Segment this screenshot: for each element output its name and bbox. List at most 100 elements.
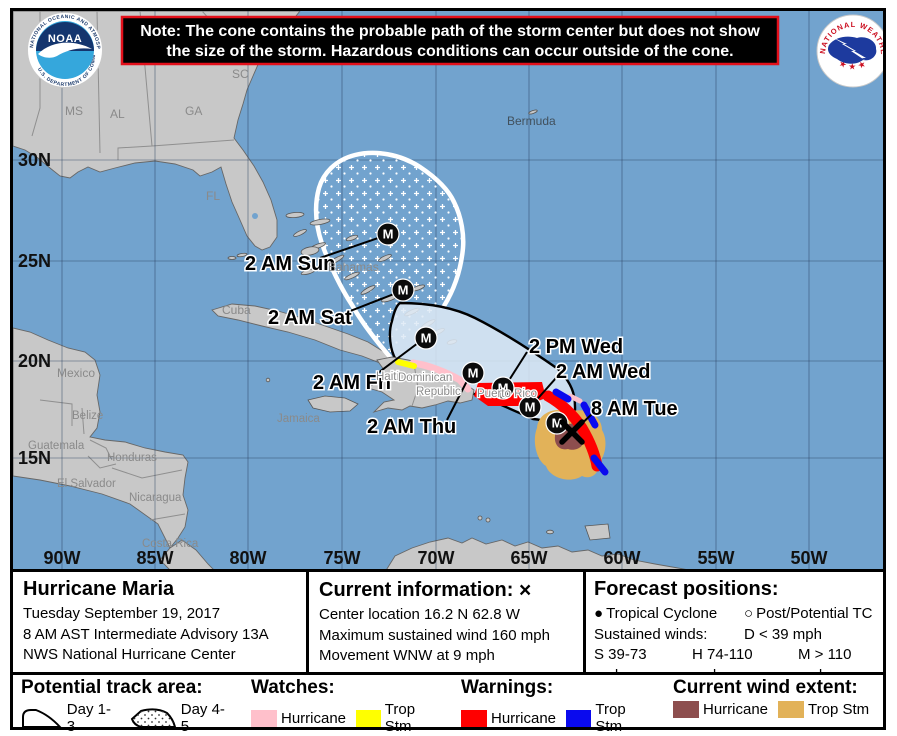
sustained-winds-label: Sustained winds: [594, 625, 708, 643]
current-position-x [559, 419, 585, 445]
warning-tropstm-key: Trop Stm [566, 701, 655, 735]
haiti-dr-border [411, 363, 419, 407]
svg-text:65W: 65W [510, 548, 547, 568]
svg-text:20N: 20N [18, 351, 51, 371]
storm-info-panel: Hurricane Maria Tuesday September 19, 20… [13, 572, 309, 672]
svg-text:M: M [525, 400, 536, 415]
marker-2am-sun: M [376, 222, 400, 246]
svg-text:75W: 75W [323, 548, 360, 568]
forecast-markers: M M M M M M M [376, 222, 585, 445]
svg-text:M: M [398, 283, 409, 298]
marker-2am-sat: M [391, 278, 415, 302]
svg-text:55W: 55W [697, 548, 734, 568]
lake-okeechobee [252, 213, 258, 219]
svg-text:70W: 70W [417, 548, 454, 568]
svg-text:80W: 80W [229, 548, 266, 568]
forecast-positions-panel: Forecast positions: ● Tropical Cyclone ○ P… [586, 572, 883, 684]
label-2am-wed: 2 AM Wed [556, 361, 650, 383]
current-info-panel: Current information: × Center location 1… [309, 572, 586, 672]
day45-cone-icon [130, 708, 177, 728]
wind-tropstm-key: Trop Stm [778, 701, 869, 718]
wind-category-d: D < 39 mph [744, 625, 822, 643]
label-republic: Republic [416, 386, 461, 398]
label-bahamas: Bahamas [328, 260, 379, 274]
svg-text:90W: 90W [43, 548, 80, 568]
label-costa-rica: Costa Rica [142, 538, 199, 550]
current-info-title: Current information: × [319, 579, 532, 602]
label-mexico: Mexico [57, 366, 95, 380]
legend-row: Potential track area: Day 1-3 Day 4-5 Wa… [10, 672, 886, 735]
legend-wind-extent: Current wind extent: Hurricane Trop Stm [665, 675, 883, 727]
svg-text:85W: 85W [136, 548, 173, 568]
tropstm-watch-haiti [395, 359, 417, 369]
watches-title: Watches: [251, 677, 335, 698]
svg-text:M: M [421, 331, 432, 346]
wind-extent-title: Current wind extent: [673, 677, 858, 698]
track-area-title: Potential track area: [21, 677, 203, 698]
storm-date: Tuesday September 19, 2017 [23, 605, 221, 622]
label-2am-sun: 2 AM Sun [245, 253, 335, 275]
legend-watches: Watches: Hurricane Trop Stm [243, 675, 453, 735]
label-2am-sat: 2 AM Sat [268, 307, 352, 329]
label-jamaica: Jamaica [277, 413, 320, 425]
svg-text:15N: 15N [18, 448, 51, 468]
noaa-logo: NATIONAL OCEANIC AND ATMOSPHERIC ADMINIS… [27, 12, 103, 88]
warning-hurricane-key: Hurricane [461, 709, 556, 727]
watch-hurricane-key: Hurricane [251, 709, 346, 727]
legend-track-area: Potential track area: Day 1-3 Day 4-5 [13, 675, 243, 735]
graticule-labels: 30N 25N 20N 15N 90W 85W 80W 75W 70W 65W … [18, 150, 828, 568]
forecast-map: M M M M M M M 2 AM Sun 2 AM Sat 2 AM Fri… [10, 8, 886, 572]
note-banner: Note: The cone contains the probable pat… [120, 15, 780, 66]
svg-text:M: M [552, 416, 563, 431]
label-bermuda: Bermuda [507, 114, 556, 128]
current-position-x-symbol: × [519, 579, 532, 602]
svg-text:NOAA: NOAA [48, 33, 82, 45]
map-frame [10, 8, 886, 572]
tropical-cyclone-key: ● Tropical Cyclone [594, 604, 744, 625]
label-al: AL [110, 107, 125, 121]
center-location: Center location 16.2 N 62.8 W [319, 606, 520, 623]
label-dominican: Dominican [398, 372, 452, 384]
open-circle-icon: ○ [744, 605, 754, 622]
storm-advisory: 8 AM AST Intermediate Advisory 13A [23, 625, 269, 643]
label-cuba: Cuba [222, 303, 251, 317]
forecast-title: Forecast positions: [594, 578, 779, 600]
marker-2pm-wed: M [491, 376, 515, 400]
bermuda-island [528, 109, 538, 115]
svg-text:M: M [498, 381, 509, 396]
movement: Movement WNW at 9 mph [319, 647, 495, 664]
filled-circle-icon: ● [594, 605, 604, 622]
svg-text:25N: 25N [18, 251, 51, 271]
label-ms: MS [65, 104, 83, 118]
label-fl: FL [206, 189, 220, 203]
svg-text:M: M [468, 366, 479, 381]
marker-2am-thu: M [461, 361, 485, 385]
tropstm-watch-swatch [356, 709, 381, 727]
label-el-salvador: El Salvador [57, 478, 116, 490]
day13-cone-icon [22, 709, 63, 728]
label-8am-tue: 8 AM Tue [591, 398, 678, 420]
post-potential-key: ○ Post/Potential TC [744, 604, 873, 625]
svg-text:60W: 60W [603, 548, 640, 568]
time-labels: 2 AM Sun 2 AM Sat 2 AM Fri 2 AM Thu 2 PM… [244, 252, 680, 440]
label-2pm-wed: 2 PM Wed [529, 336, 623, 358]
marker-2am-fri: M [414, 326, 438, 350]
label-2am-thu: 2 AM Thu [367, 416, 456, 438]
hurricane-warning-swatch [461, 709, 487, 727]
legend-day45: Day 4-5 [129, 701, 233, 735]
svg-text:30N: 30N [18, 150, 51, 170]
label-honduras: Honduras [107, 452, 157, 464]
legend-day13: Day 1-3 [21, 701, 119, 735]
country-borders [39, 399, 186, 521]
legend-warnings: Warnings: Hurricane Trop Stm [453, 675, 665, 735]
marker-8pm-tue: M [545, 411, 569, 435]
label-sc: SC [232, 67, 249, 81]
nws-logo: NATIONAL WEATHER SERVICE ★ ★ ★ [816, 14, 883, 88]
nws-map-shape [827, 36, 877, 64]
tropstm-wind-swatch [778, 701, 805, 718]
label-guatemala: Guatemala [28, 440, 85, 452]
storm-title: Hurricane Maria [23, 578, 175, 600]
wind-hurricane-key: Hurricane [673, 701, 768, 718]
label-puerto-rico: Puerto Rico [477, 388, 537, 400]
